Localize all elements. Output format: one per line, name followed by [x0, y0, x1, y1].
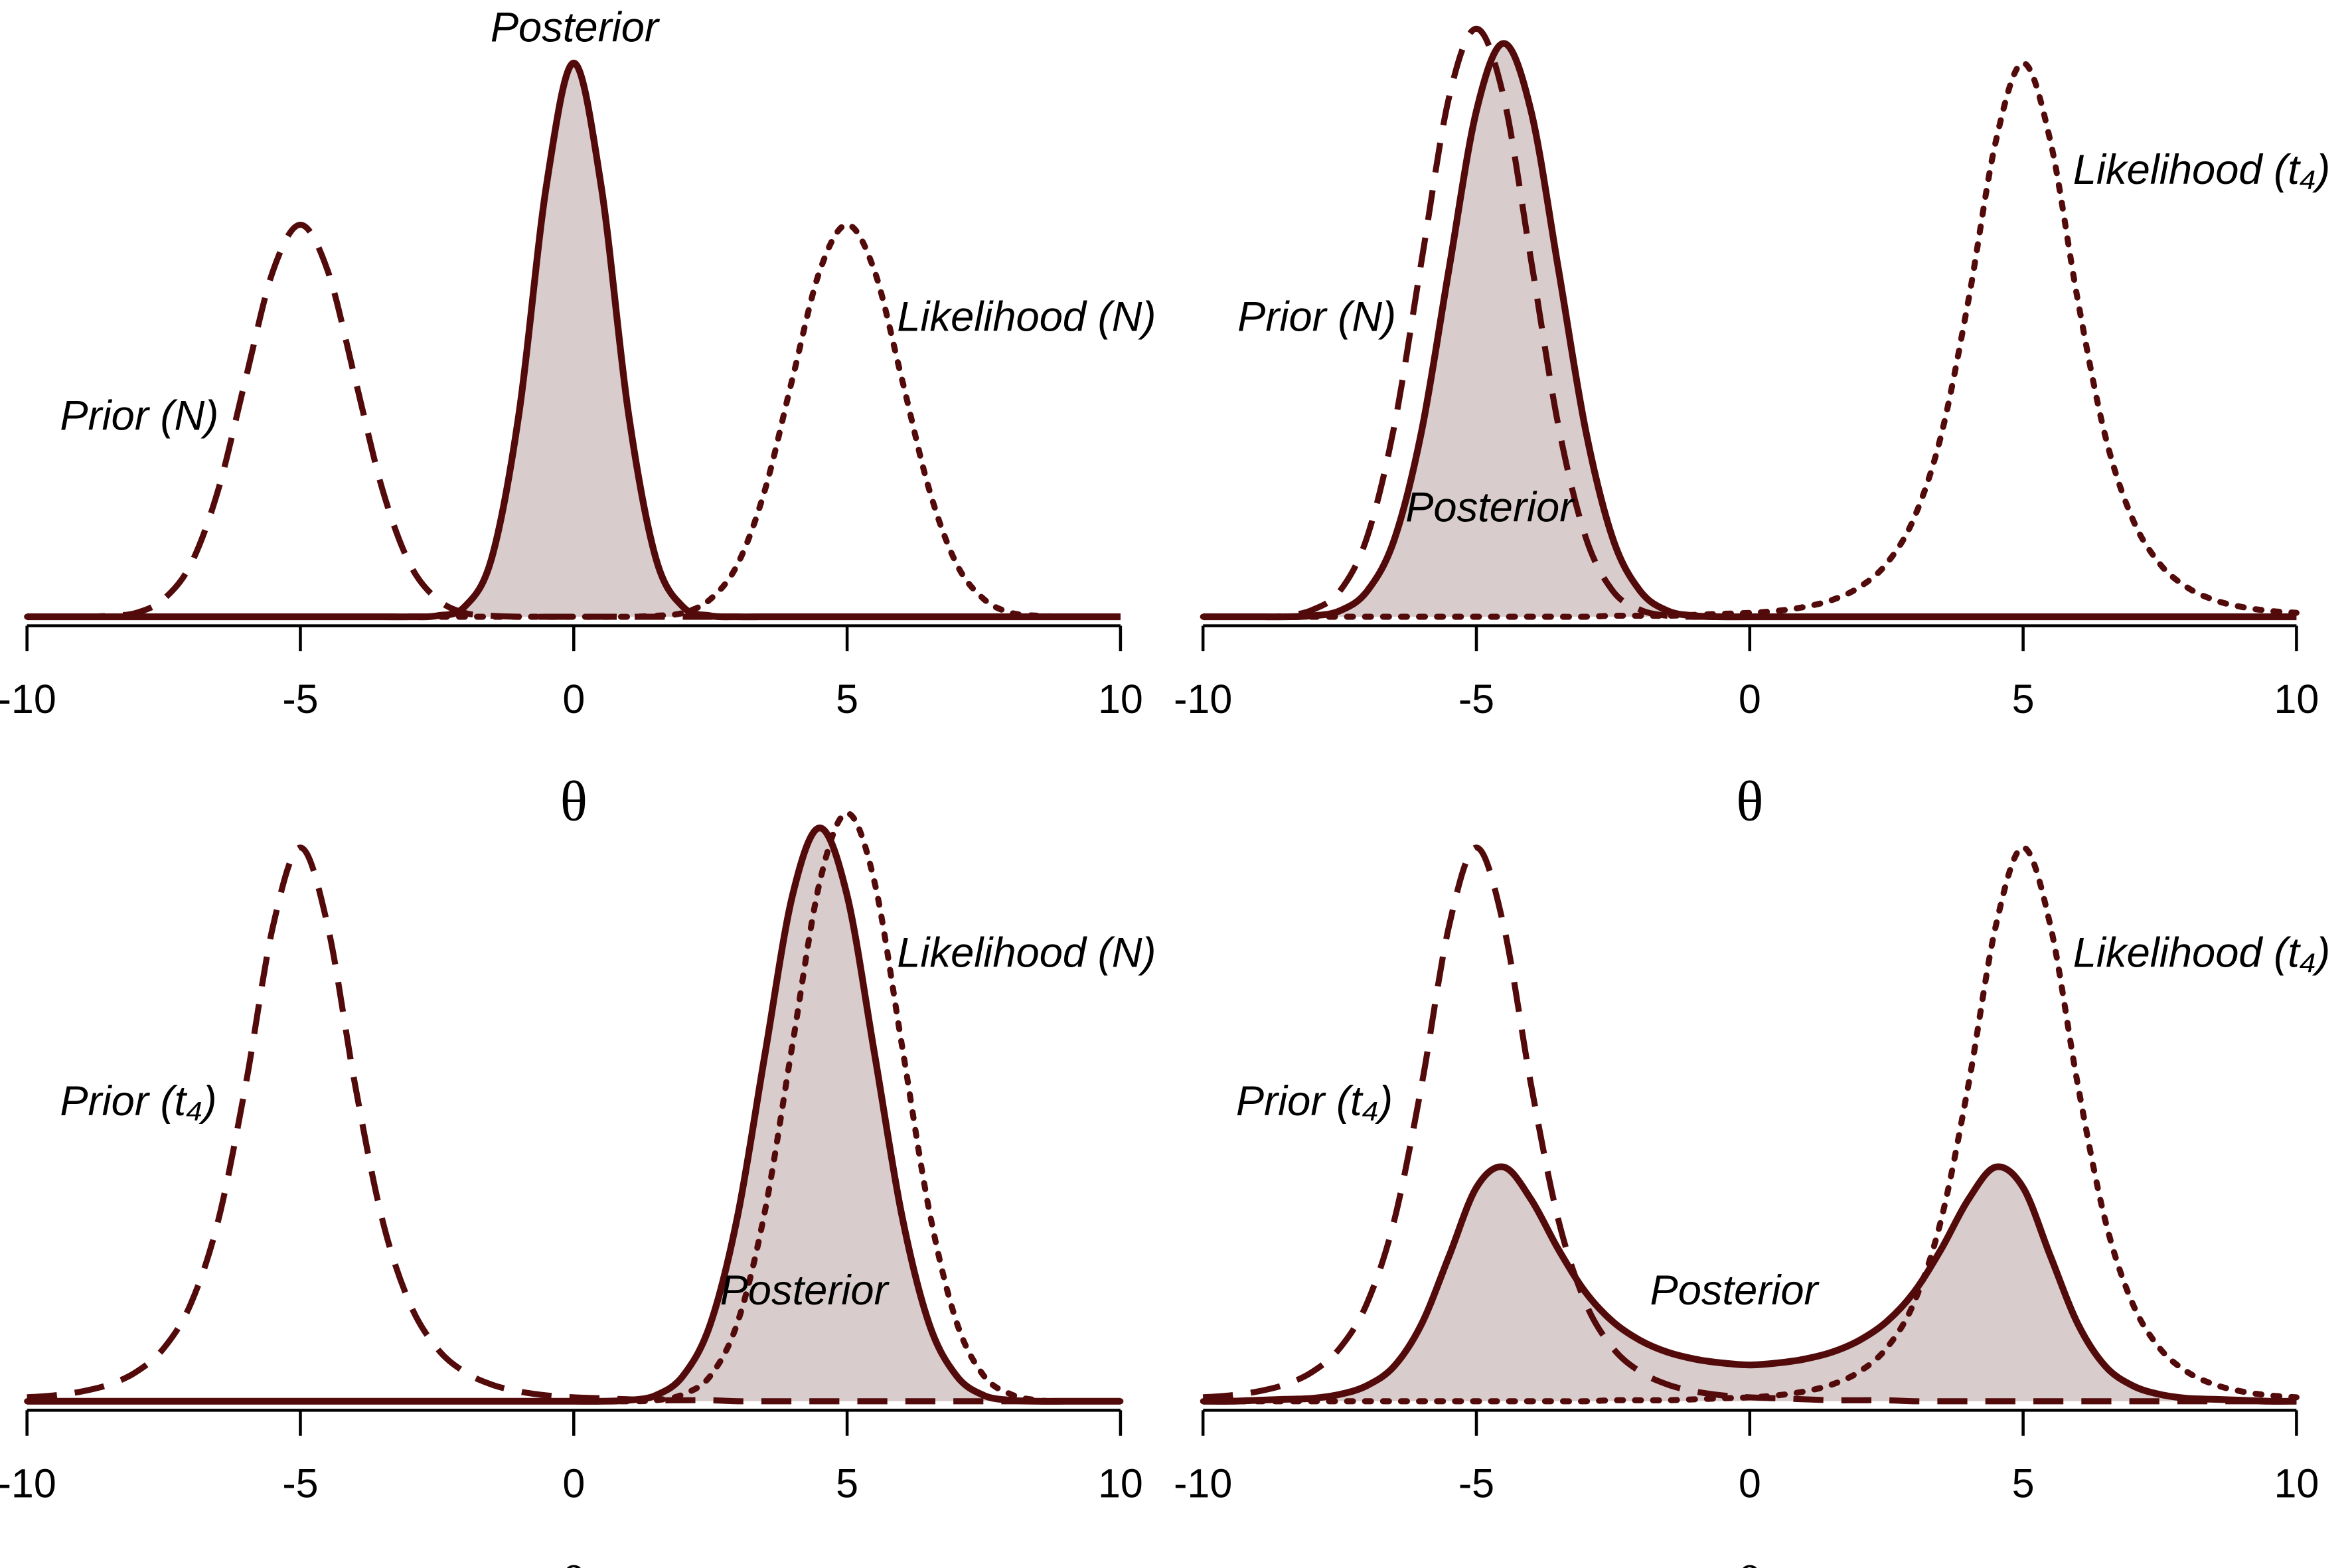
- x-axis-label: θ: [1736, 1553, 1763, 1568]
- density-line: [1200, 844, 2300, 1405]
- x-axis-label: θ: [1736, 769, 1763, 833]
- curve-label: Posterior: [1650, 1267, 1820, 1314]
- x-tick-label: -10: [1174, 676, 1232, 722]
- curve-label: Posterior: [1405, 484, 1575, 530]
- area-fill: [27, 62, 1121, 617]
- x-axis-label: θ: [560, 1553, 588, 1568]
- area-fill: [27, 828, 1121, 1401]
- x-tick-label: 0: [1739, 1461, 1761, 1506]
- curve-label: Prior (t₄): [60, 1078, 216, 1125]
- x-tick-label: 0: [562, 676, 585, 722]
- curve-label: Posterior: [720, 1267, 890, 1314]
- x-tick-label: -10: [0, 676, 56, 722]
- x-tick-label: -5: [1458, 676, 1494, 722]
- curve-label: Prior (t₄): [1236, 1078, 1393, 1125]
- x-tick-label: 10: [1098, 676, 1143, 722]
- x-tick-label: 5: [836, 1461, 858, 1506]
- x-tick-label: 0: [562, 1461, 585, 1506]
- area-fill: [1203, 43, 2297, 617]
- curve-label: Likelihood (t₄): [2073, 147, 2330, 193]
- x-tick-label: 10: [2274, 1461, 2319, 1506]
- x-tick-label: 5: [2012, 1461, 2035, 1506]
- density-line: [1203, 1163, 2297, 1405]
- curve-label: Posterior: [491, 4, 661, 50]
- density-line: [1200, 60, 2300, 620]
- density-line: [27, 59, 1121, 621]
- x-axis-label: θ: [560, 769, 588, 833]
- x-tick-label: 5: [836, 676, 858, 722]
- x-tick-label: -10: [1174, 1461, 1232, 1506]
- curve-label: Likelihood (t₄): [2073, 929, 2330, 976]
- curve-label: Prior (N): [60, 392, 218, 439]
- density-line: [24, 810, 1124, 1405]
- density-line: [27, 824, 1121, 1405]
- density-line: [27, 844, 1121, 1405]
- x-tick-label: 10: [1098, 1461, 1143, 1506]
- x-tick-label: 5: [2012, 676, 2035, 722]
- x-tick-label: -5: [282, 676, 318, 722]
- curve-label: Likelihood (N): [897, 929, 1156, 976]
- x-tick-label: 0: [1739, 676, 1761, 722]
- x-tick-label: -5: [282, 1461, 318, 1506]
- curve-label: Likelihood (N): [897, 293, 1156, 340]
- curve-label: Prior (N): [1237, 293, 1396, 340]
- density-line: [1202, 844, 2297, 1405]
- area-fill: [1203, 1166, 2297, 1401]
- x-tick-label: 10: [2274, 676, 2319, 722]
- x-tick-label: -5: [1458, 1461, 1494, 1506]
- x-tick-label: -10: [0, 1461, 56, 1506]
- density-line: [1203, 40, 2297, 621]
